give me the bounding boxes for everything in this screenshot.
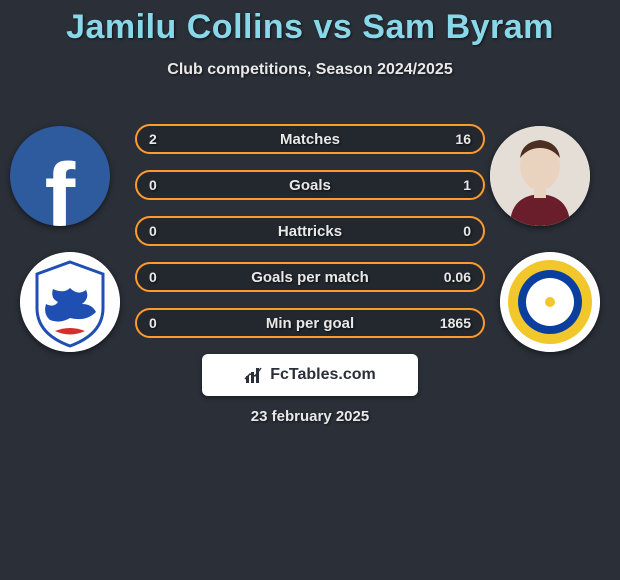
source-label: FcTables.com [270,366,376,384]
date-label: 23 february 2025 [0,408,620,425]
page-title: Jamilu Collins vs Sam Byram [0,0,620,47]
stat-left-value: 0 [149,315,157,331]
stat-row-goals-per-match: 0 Goals per match 0.06 [135,262,485,292]
stat-label: Matches [280,131,340,148]
stat-right-value: 16 [455,131,471,147]
stat-left-value: 0 [149,269,157,285]
stat-row-matches: 2 Matches 16 [135,124,485,154]
stat-row-goals: 0 Goals 1 [135,170,485,200]
person-icon [490,126,590,226]
stat-left-value: 2 [149,131,157,147]
page-subtitle: Club competitions, Season 2024/2025 [0,61,620,79]
stats-container: 2 Matches 16 0 Goals 1 0 Hattricks 0 0 G… [135,124,485,354]
stat-right-value: 0.06 [444,269,471,285]
stat-row-hattricks: 0 Hattricks 0 [135,216,485,246]
stat-row-min-per-goal: 0 Min per goal 1865 [135,308,485,338]
player-left-avatar: f [10,126,110,226]
source-badge: FcTables.com [202,354,418,396]
player-right-avatar [490,126,590,226]
stat-label: Min per goal [266,315,354,332]
stat-right-value: 1865 [440,315,471,331]
player-left-club-crest [20,252,120,352]
facebook-icon: f [45,160,76,226]
stat-label: Goals per match [251,269,369,286]
bar-chart-icon [244,365,264,385]
stat-label: Hattricks [278,223,342,240]
stat-left-value: 0 [149,223,157,239]
stat-label: Goals [289,177,331,194]
stat-right-value: 1 [463,177,471,193]
player-right-club-crest [500,252,600,352]
leeds-united-crest-icon [500,252,600,352]
stat-right-value: 0 [463,223,471,239]
cardiff-city-crest-icon [20,252,120,352]
stat-left-value: 0 [149,177,157,193]
